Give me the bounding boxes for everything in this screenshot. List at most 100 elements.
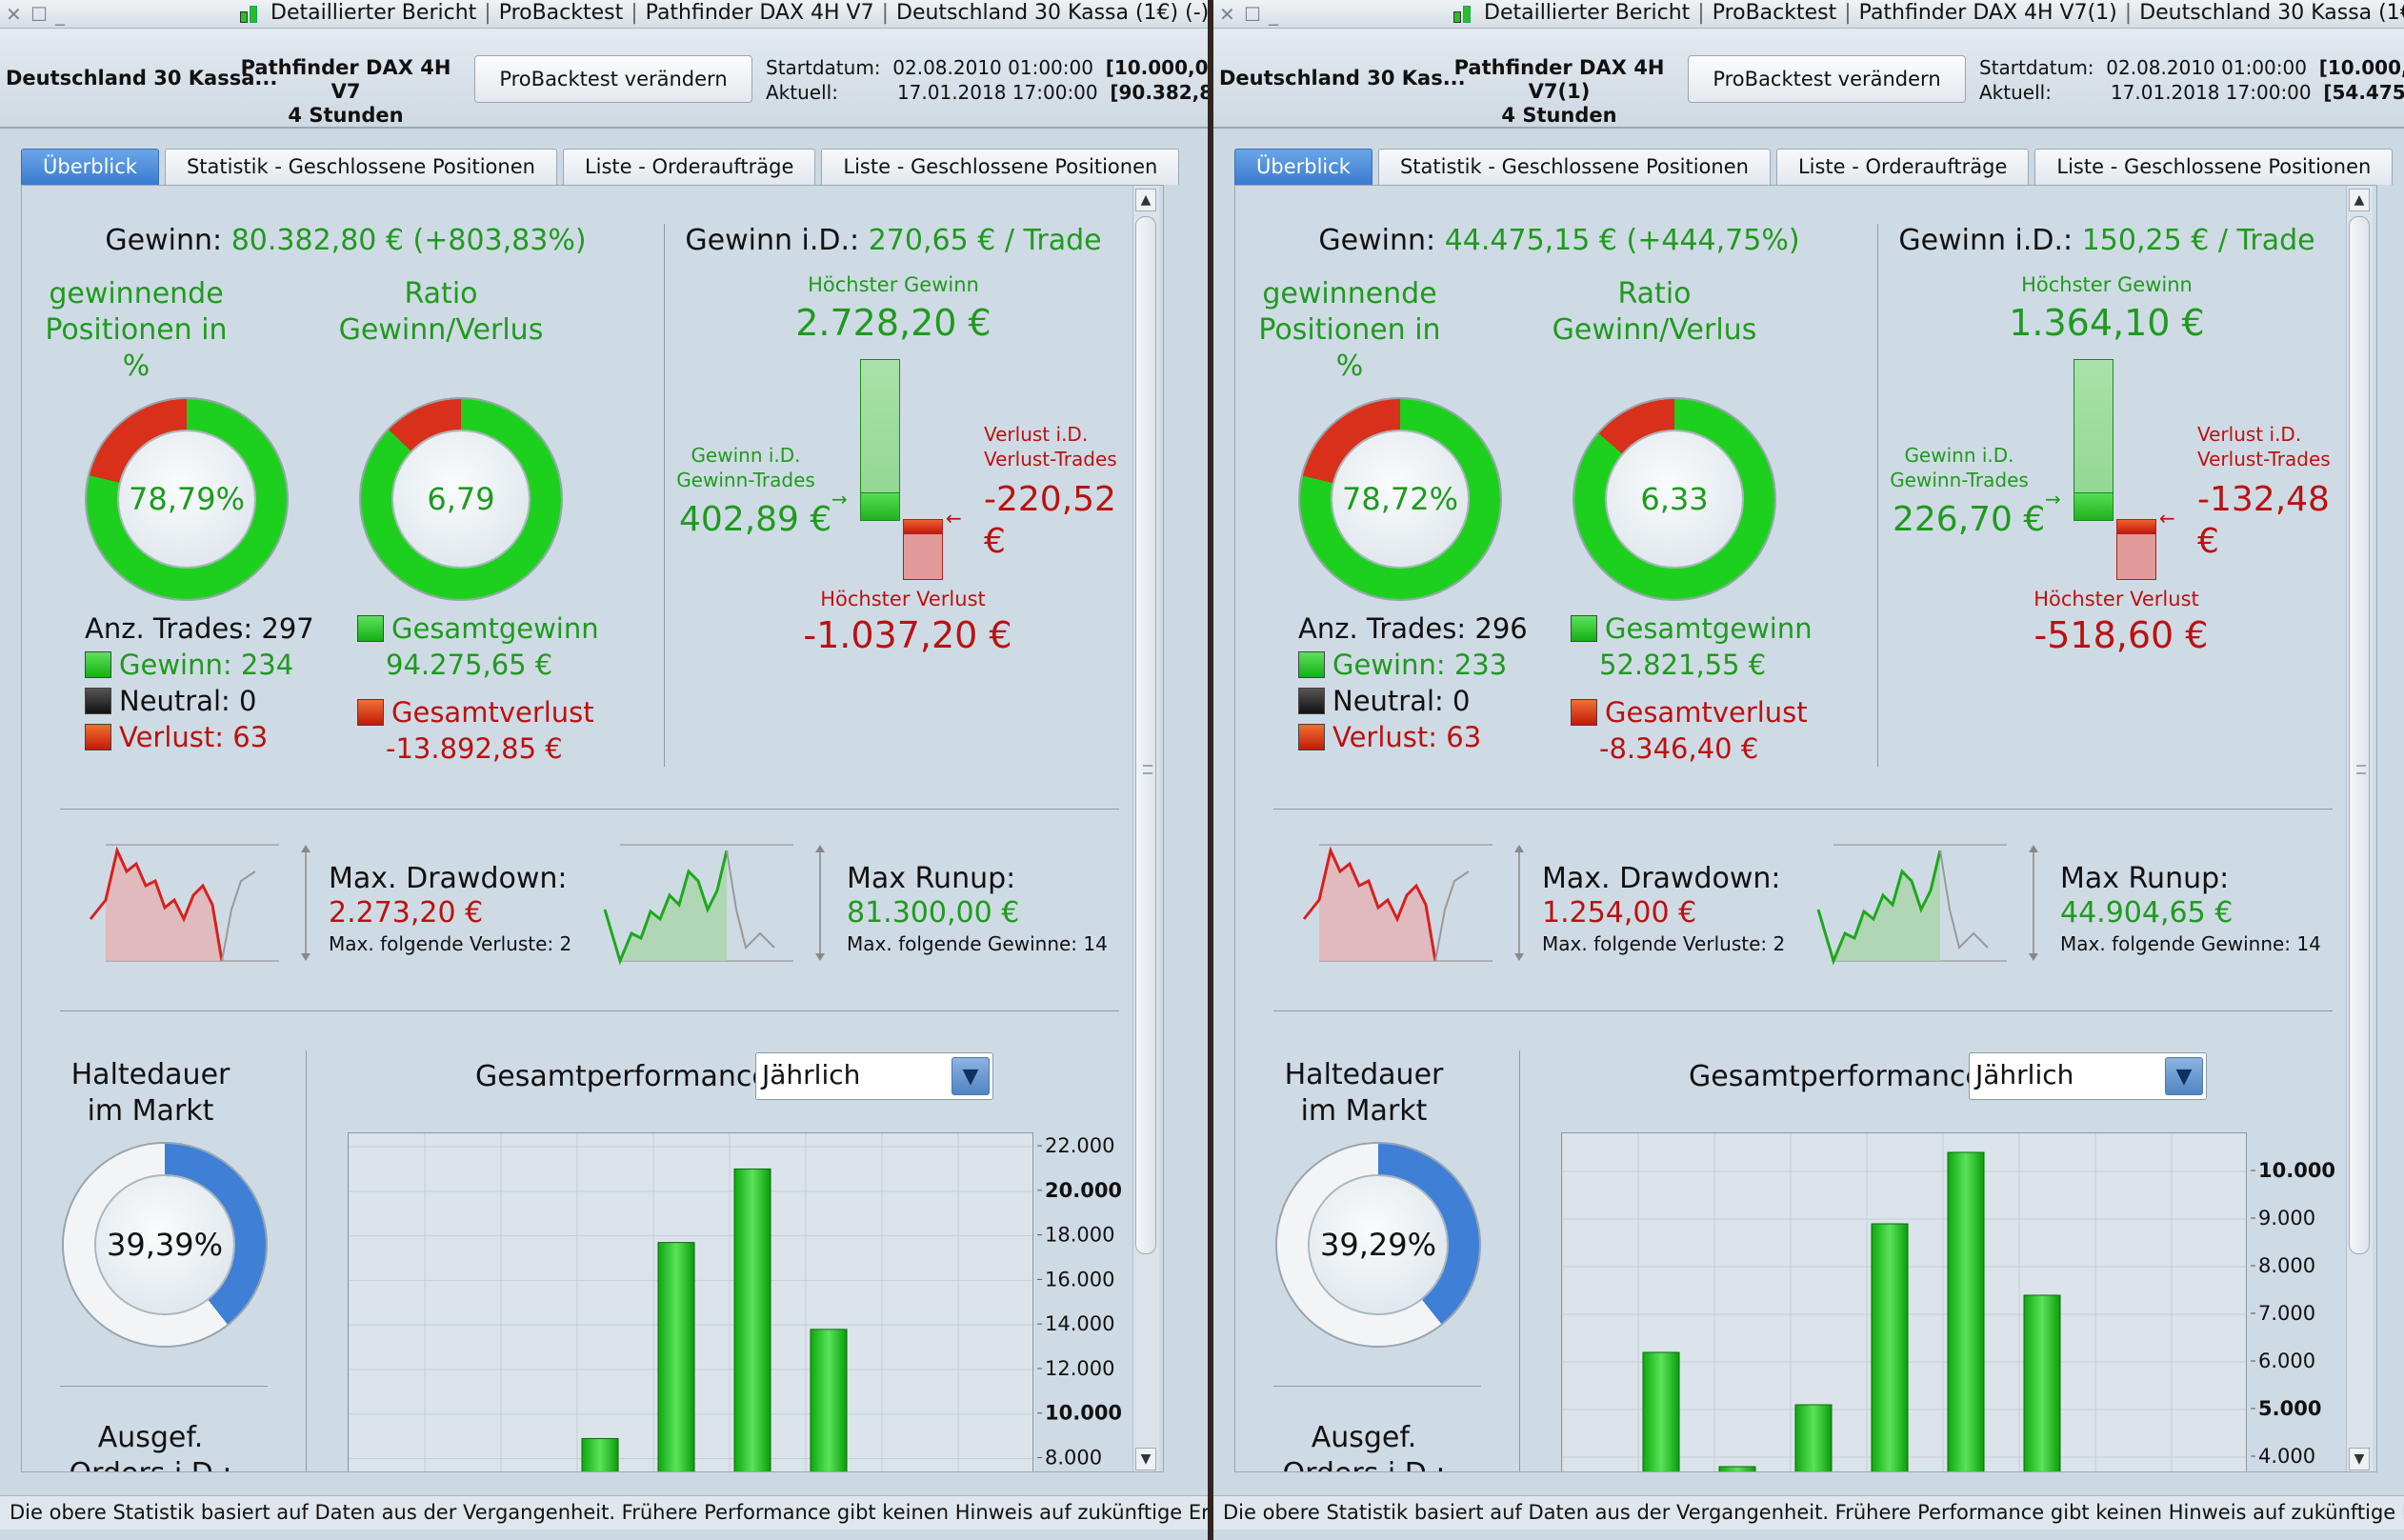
status-bar: Die obere Statistik basiert auf Daten au… — [0, 1495, 1208, 1530]
close-icon[interactable]: ✕ — [6, 3, 22, 26]
worst-loss-value: -518,60 € — [2033, 614, 2209, 656]
section-divider — [1877, 224, 1878, 767]
chevron-down-icon[interactable]: ▼ — [2165, 1057, 2203, 1095]
total-loss-label: Gesamtverlust — [1605, 696, 1808, 729]
total-gain: Gewinn: 44.475,15 € (+444,75%) — [1318, 224, 1800, 257]
scroll-thumb[interactable] — [2349, 216, 2370, 1254]
total-gain-label: Gesamtgewinn — [391, 612, 599, 645]
runup-value: 81.300,00 € — [847, 896, 1020, 930]
tab-closed-positions[interactable]: Liste - Geschlossene Positionen — [821, 149, 1180, 185]
y-tick-label: 16.000 — [1045, 1268, 1114, 1290]
maximize-icon[interactable]: ☐ — [30, 3, 48, 26]
total-loss-value: -13.892,85 € — [386, 732, 563, 765]
title-bar: ✕ ☐ _ Detaillierter Bericht | ProBacktest… — [1213, 0, 2404, 29]
total-gain-value: 94.275,65 € — [386, 649, 553, 681]
tab-overview[interactable]: Überblick — [1234, 149, 1372, 185]
modify-backtest-button[interactable]: ProBacktest verändern — [474, 55, 752, 103]
timeframe: 4 Stunden — [288, 104, 404, 127]
total-gain-loss: Gesamtgewinn 94.275,65 € Gesamtverlust -… — [357, 610, 599, 767]
performance-bar[interactable] — [810, 1329, 848, 1472]
info-bar: Deutschland 30 Kas... Pathfinder DAX 4H … — [1213, 29, 2404, 129]
avg-gain-label: Gewinn i.D. Gewinn-Trades — [1890, 444, 2029, 491]
drawdown-value: 1.254,00 € — [1542, 896, 1697, 930]
gain-arrow-icon: → — [831, 488, 848, 510]
start-date: 02.08.2010 01:00:00 — [892, 56, 1093, 79]
performance-bar[interactable] — [1794, 1404, 1833, 1472]
start-date: 02.08.2010 01:00:00 — [2106, 56, 2307, 79]
total-loss-value: -8.346,40 € — [1599, 732, 1759, 765]
loss-arrow-icon: ← — [946, 507, 962, 530]
date-info: Startdatum: 02.08.2010 01:00:00 [10.000,… — [766, 55, 1208, 105]
executed-orders-label: Ausgef.Orders i.D.: — [1282, 1421, 1445, 1471]
performance-bar[interactable] — [1642, 1351, 1680, 1472]
tab-order-list[interactable]: Liste - Orderaufträge — [562, 149, 816, 185]
chevron-down-icon[interactable]: ▼ — [952, 1057, 990, 1095]
total-loss-label: Gesamtverlust — [391, 696, 594, 729]
total-gain-value: 52.821,55 € — [1599, 649, 1767, 681]
minimize-icon[interactable]: _ — [1269, 3, 1278, 26]
scroll-down-icon[interactable]: ▼ — [1135, 1448, 1156, 1470]
total-gain: Gewinn: 80.382,80 € (+803,83%) — [105, 224, 587, 257]
winning-positions-value: 78,72% — [1332, 431, 1468, 567]
scroll-down-icon[interactable]: ▼ — [2349, 1448, 2370, 1470]
maximize-icon[interactable]: ☐ — [1244, 3, 1261, 26]
tab-order-list[interactable]: Liste - Orderaufträge — [1775, 149, 2030, 185]
worst-loss-label: Höchster Verlust — [2033, 588, 2199, 610]
status-bar: Die obere Statistik basiert auf Daten au… — [1213, 1495, 2404, 1530]
avg-gain-bar — [2073, 492, 2114, 521]
section-divider — [664, 224, 665, 767]
tab-overview[interactable]: Überblick — [21, 149, 159, 185]
performance-bar[interactable] — [581, 1437, 619, 1472]
performance-bar[interactable] — [1718, 1466, 1756, 1472]
gain-square-icon — [1298, 651, 1325, 678]
avg-loss-bar — [903, 519, 943, 534]
trade-counts: Anz. Trades: 296 Gewinn: 233 Neutral: 0 … — [1298, 610, 1528, 755]
period-select[interactable]: Jährlich ▼ — [1969, 1052, 2207, 1100]
system-info: Pathfinder DAX 4H V7 4 Stunden — [236, 56, 455, 128]
period-select[interactable]: Jährlich ▼ — [755, 1052, 993, 1100]
y-tick-label: 8.000 — [2258, 1254, 2315, 1277]
current-date: 17.01.2018 17:00:00 — [2110, 81, 2312, 104]
system-name: Pathfinder DAX 4H V7(1) — [1453, 56, 1665, 103]
ratio-label: Ratio Gewinn/Verlus — [338, 277, 544, 347]
system-name: Pathfinder DAX 4H V7 — [240, 56, 451, 103]
y-tick-label: 9.000 — [2258, 1207, 2315, 1230]
divider-1 — [60, 809, 1119, 810]
avg-gain-value: 226,70 € — [1893, 500, 2046, 539]
performance-bar[interactable] — [1947, 1151, 1985, 1472]
executed-orders-label: Ausgef.Orders i.D.: — [69, 1421, 231, 1471]
close-icon[interactable]: ✕ — [1219, 3, 1235, 26]
ratio-donut: 6,33 — [1574, 399, 1774, 599]
candlestick-icon — [238, 2, 259, 25]
drawdown-info: Max. Drawdown: 2.273,20 € Max. folgende … — [329, 862, 571, 957]
tab-statistics[interactable]: Statistik - Geschlossene Positionen — [164, 149, 557, 185]
runup-sparkline — [603, 844, 825, 966]
holding-value: 39,29% — [1310, 1176, 1447, 1313]
neutral-count: Neutral: 0 — [1332, 685, 1471, 717]
tab-statistics[interactable]: Statistik - Geschlossene Positionen — [1377, 149, 1771, 185]
y-tick-label: 10.000 — [1045, 1402, 1122, 1425]
avg-gain-bar — [860, 492, 900, 521]
performance-bar[interactable] — [733, 1168, 771, 1472]
system-info: Pathfinder DAX 4H V7(1) 4 Stunden — [1450, 56, 1669, 128]
vertical-scrollbar[interactable]: ▲ ▼ — [1132, 186, 1159, 1471]
performance-label: Gesamtperformance — [1689, 1060, 1983, 1093]
avg-loss-bar — [2116, 519, 2156, 534]
tab-closed-positions[interactable]: Liste - Geschlossene Positionen — [2034, 149, 2394, 185]
report-window-left: ✕ ☐ _ Detaillierter Bericht | ProBacktest… — [0, 0, 1208, 1540]
drawdown-sparkline — [89, 844, 311, 962]
scroll-thumb[interactable] — [1135, 216, 1156, 1254]
current-date: 17.01.2018 17:00:00 — [896, 81, 1098, 104]
performance-bar[interactable] — [657, 1242, 695, 1472]
scroll-up-icon[interactable]: ▲ — [1135, 189, 1156, 211]
vertical-scrollbar[interactable]: ▲ ▼ — [2346, 186, 2373, 1471]
trade-count: Anz. Trades: 297 — [85, 612, 314, 645]
gain-arrow-icon: → — [2045, 488, 2061, 510]
modify-backtest-button[interactable]: ProBacktest verändern — [1688, 55, 1966, 103]
performance-bar[interactable] — [1871, 1223, 1909, 1472]
scroll-up-icon[interactable]: ▲ — [2349, 189, 2370, 211]
minimize-icon[interactable]: _ — [55, 3, 65, 26]
performance-bar[interactable] — [2023, 1294, 2061, 1472]
drawdown-sub: Max. folgende Verluste: 2 — [1542, 932, 1786, 955]
winning-positions-label: gewinnende Positionen in % — [45, 277, 228, 383]
